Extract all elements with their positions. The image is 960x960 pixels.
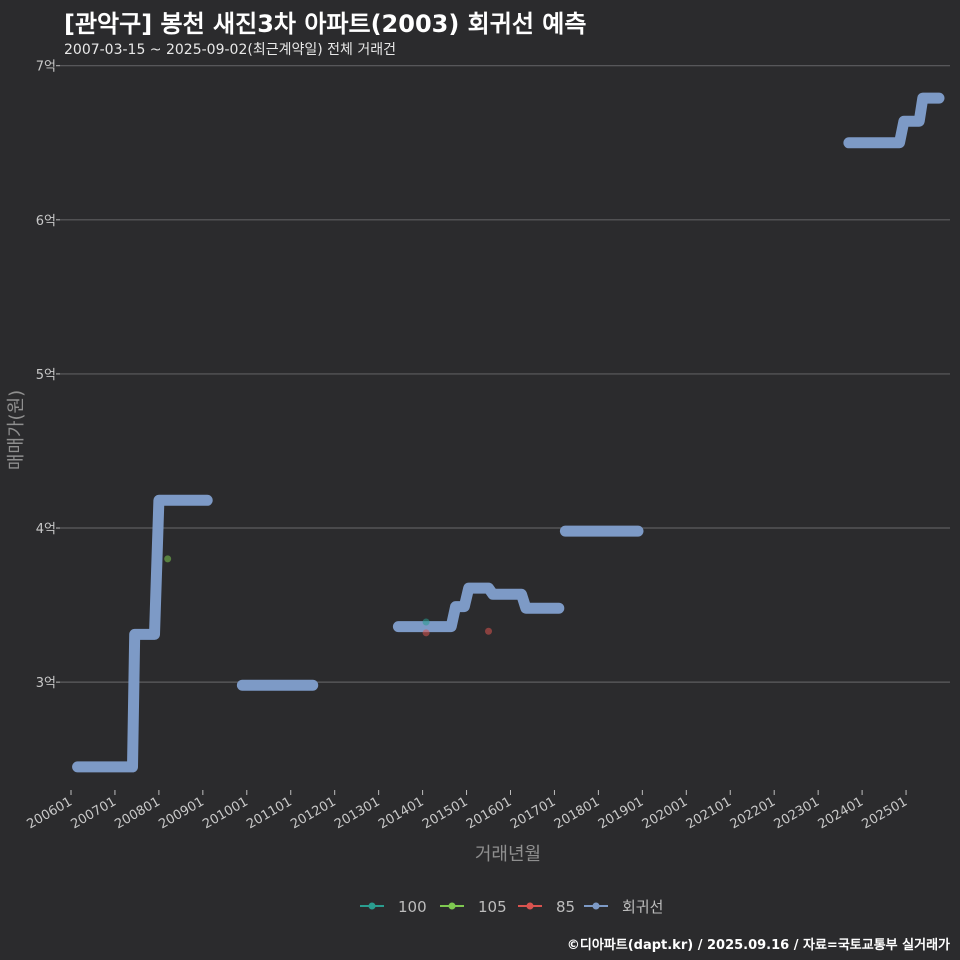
data-point-85 bbox=[485, 627, 493, 635]
x-tick-label: 200801 bbox=[112, 794, 162, 832]
legend-label: 100 bbox=[398, 898, 427, 916]
legend-label: 105 bbox=[478, 898, 507, 916]
regression-line-segment bbox=[392, 582, 565, 633]
x-tick-label: 201501 bbox=[420, 794, 470, 832]
legend-label: 85 bbox=[556, 898, 575, 916]
x-tick-label: 201901 bbox=[596, 794, 646, 832]
x-tick-label: 202401 bbox=[816, 794, 866, 832]
legend-key-dot bbox=[592, 902, 600, 910]
data-point-105 bbox=[164, 555, 172, 563]
legend-key-dot bbox=[448, 902, 456, 910]
x-tick-label: 200901 bbox=[156, 794, 206, 832]
data-point-100 bbox=[422, 618, 430, 626]
chart-title: [관악구] 봉천 새진3차 아파트(2003) 회귀선 예측 bbox=[64, 10, 587, 38]
chart-subtitle: 2007-03-15 ~ 2025-09-02(최근계약일) 전체 거래건 bbox=[64, 42, 396, 58]
x-tick-label: 201301 bbox=[332, 794, 382, 832]
x-tick-label: 202501 bbox=[860, 794, 910, 832]
y-tick-label: 6억 bbox=[36, 214, 56, 229]
y-axis-title: 매매가(원) bbox=[6, 390, 27, 470]
y-tick-label: 7억 bbox=[36, 60, 56, 75]
legend-key-dot bbox=[526, 902, 534, 910]
y-tick-label: 4억 bbox=[36, 522, 56, 537]
x-tick-label: 202001 bbox=[640, 794, 690, 832]
x-tick-label: 202301 bbox=[772, 794, 822, 832]
x-tick-label: 200601 bbox=[24, 794, 74, 832]
data-point-85 bbox=[422, 629, 430, 637]
y-tick-label: 3억 bbox=[36, 676, 56, 691]
x-tick-label: 201201 bbox=[288, 794, 338, 832]
x-tick-label: 202201 bbox=[728, 794, 778, 832]
y-tick-label: 5억 bbox=[36, 368, 56, 383]
x-tick-label: 201401 bbox=[376, 794, 426, 832]
regression-line-segment bbox=[843, 92, 945, 149]
legend-key-dot bbox=[368, 902, 376, 910]
x-tick-label: 202101 bbox=[684, 794, 734, 832]
source-credit: ©디아파트(dapt.kr) / 2025.09.16 / 자료=국토교통부 실… bbox=[566, 938, 950, 953]
x-tick-label: 201801 bbox=[552, 794, 602, 832]
x-tick-label: 201101 bbox=[244, 794, 294, 832]
x-axis-title: 거래년월 bbox=[475, 844, 541, 865]
x-tick-label: 200701 bbox=[68, 794, 118, 832]
regression-line-segment bbox=[72, 494, 213, 773]
x-tick-label: 201601 bbox=[464, 794, 514, 832]
legend-label: 회귀선 bbox=[622, 898, 663, 916]
x-tick-label: 201701 bbox=[508, 794, 558, 832]
x-tick-label: 201001 bbox=[200, 794, 250, 832]
